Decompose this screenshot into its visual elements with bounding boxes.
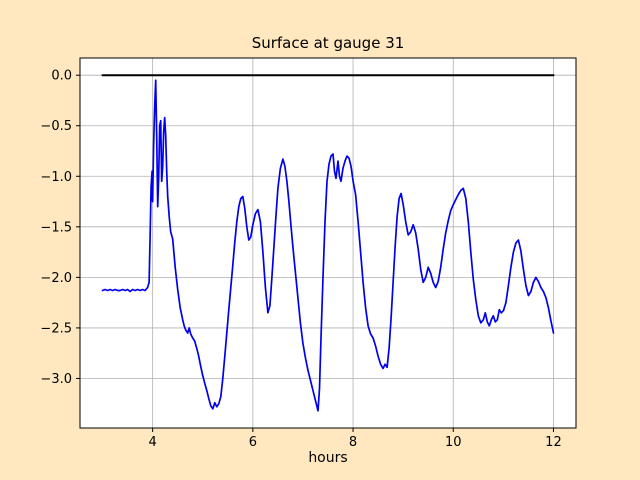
y-tick-label: −1.0 (40, 170, 72, 185)
plot-background (80, 58, 576, 428)
y-tick-label: 0.0 (51, 69, 72, 84)
y-tick-label: −2.0 (40, 271, 72, 286)
x-tick-label: 8 (349, 435, 357, 450)
x-tick-label: 12 (545, 435, 562, 450)
y-tick-label: −3.0 (40, 372, 72, 387)
x-tick-label: 6 (249, 435, 257, 450)
axes-frame (79, 57, 577, 429)
y-tick-label: −0.5 (40, 119, 72, 134)
x-axis-label: hours (308, 450, 348, 466)
y-tick-label: −1.5 (40, 220, 72, 235)
x-tick-label: 10 (445, 435, 462, 450)
y-tick-label: −2.5 (40, 321, 72, 336)
series-surface-elevation (101, 79, 555, 412)
chart-title: Surface at gauge 31 (251, 34, 405, 52)
x-tick-label: 4 (149, 435, 157, 450)
